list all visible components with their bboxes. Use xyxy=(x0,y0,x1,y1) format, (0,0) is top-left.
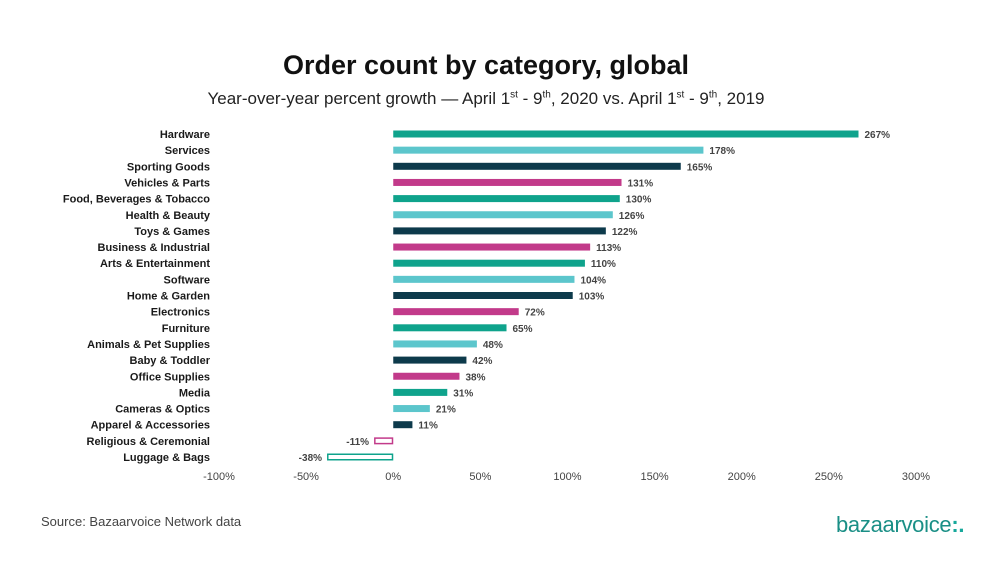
category-label: Office Supplies xyxy=(130,371,210,383)
data-label: 31% xyxy=(453,388,473,399)
x-tick-label: 150% xyxy=(641,471,669,483)
data-label: 130% xyxy=(626,195,652,206)
category-label: Religious & Ceremonial xyxy=(87,436,210,448)
data-label: 103% xyxy=(579,292,605,303)
subtitle-sup: th xyxy=(542,89,551,101)
category-label: Luggage & Bags xyxy=(123,452,210,464)
category-label: Health & Beauty xyxy=(126,210,211,222)
category-label: Hardware xyxy=(160,129,210,141)
data-label: 65% xyxy=(513,324,533,335)
category-label: Baby & Toddler xyxy=(130,355,211,367)
bar xyxy=(393,178,622,186)
data-label: 113% xyxy=(596,243,621,254)
bar xyxy=(393,275,575,283)
x-tick-label: 300% xyxy=(902,471,930,483)
x-tick-label: 50% xyxy=(469,471,491,483)
chart-subtitle: Year-over-year percent growth — April 1s… xyxy=(0,89,972,109)
x-tick-label: -50% xyxy=(293,471,319,483)
subtitle-sup: st xyxy=(676,89,685,101)
bar xyxy=(393,388,448,396)
data-label: 42% xyxy=(472,356,492,367)
bar xyxy=(393,227,606,235)
data-label: -11% xyxy=(346,437,369,448)
bar-chart: Hardware 267% Services 178% Sporting Goods 16… xyxy=(63,129,930,483)
x-tick-label: 100% xyxy=(553,471,581,483)
category-label: Food, Beverages & Tobacco xyxy=(63,194,210,206)
data-label: 165% xyxy=(687,162,713,173)
subtitle-part: Year-over-year percent growth — April 1 xyxy=(207,89,511,108)
data-label: -38% xyxy=(299,453,322,464)
category-label: Arts & Entertainment xyxy=(100,258,210,270)
subtitle-sup: st xyxy=(510,89,518,101)
data-label: 72% xyxy=(525,308,545,319)
category-label: Cameras & Optics xyxy=(115,404,210,416)
data-label: 38% xyxy=(465,372,485,383)
data-label: 21% xyxy=(436,405,456,416)
bar xyxy=(393,340,477,348)
bar xyxy=(393,146,704,154)
category-label: Home & Garden xyxy=(127,291,210,303)
bar xyxy=(393,356,467,364)
bar xyxy=(393,292,573,299)
data-label: 48% xyxy=(483,340,503,351)
data-label: 11% xyxy=(418,421,438,432)
data-label: 178% xyxy=(709,146,735,157)
bar xyxy=(393,372,460,380)
category-label: Sporting Goods xyxy=(127,161,210,173)
bar xyxy=(374,437,394,445)
x-tick-label: 200% xyxy=(728,471,756,483)
x-tick-label: 0% xyxy=(385,471,401,483)
x-tick-label: 250% xyxy=(815,471,843,483)
bar xyxy=(393,195,620,203)
logo-mark: :. xyxy=(951,512,965,537)
category-label: Business & Industrial xyxy=(98,242,210,254)
subtitle-part: , 2019 xyxy=(717,89,765,108)
category-label: Services xyxy=(165,145,210,157)
bar xyxy=(393,162,681,170)
data-label: 267% xyxy=(864,130,890,141)
bar xyxy=(393,405,430,413)
x-tick-label: -100% xyxy=(203,471,235,483)
data-label: 110% xyxy=(591,259,616,270)
subtitle-part: - 9 xyxy=(684,89,709,108)
bar xyxy=(327,453,394,461)
category-label: Electronics xyxy=(151,307,210,319)
source-note: Source: Bazaarvoice Network data xyxy=(41,514,242,529)
logo-text: bazaarvoice xyxy=(836,512,952,537)
category-label: Vehicles & Parts xyxy=(124,177,210,189)
data-label: 122% xyxy=(612,227,638,238)
category-label: Toys & Games xyxy=(134,226,210,238)
category-label: Media xyxy=(179,387,211,399)
category-label: Software xyxy=(164,274,210,286)
bar xyxy=(393,130,859,138)
subtitle-sup: th xyxy=(708,89,718,101)
bar xyxy=(393,211,613,219)
category-label: Apparel & Accessories xyxy=(91,420,210,432)
chart-title: Order count by category, global xyxy=(282,50,690,80)
bar xyxy=(393,308,519,316)
category-label: Animals & Pet Supplies xyxy=(87,339,210,351)
bazaarvoice-logo: bazaarvoice:. xyxy=(836,512,964,538)
data-label: 131% xyxy=(628,178,654,189)
bar xyxy=(393,243,591,251)
data-label: 126% xyxy=(619,211,645,222)
subtitle-part: , 2020 vs. April 1 xyxy=(550,89,677,108)
bar xyxy=(393,259,585,267)
subtitle-part: - 9 xyxy=(517,89,543,108)
data-label: 104% xyxy=(580,275,606,286)
bar xyxy=(393,324,507,332)
bar xyxy=(393,421,413,429)
category-label: Furniture xyxy=(162,323,210,335)
